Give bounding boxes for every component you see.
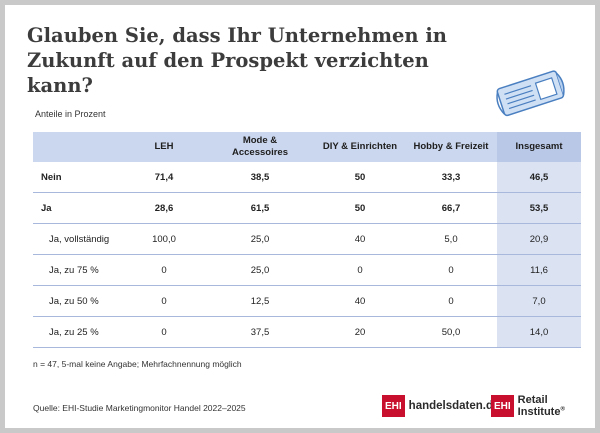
- ehi-retail-institute-logo: EHI Retail Institute®: [491, 394, 595, 418]
- table-cell: 37,5: [205, 316, 315, 348]
- table-cell: 66,7: [405, 192, 497, 224]
- column-header: Mode & Accessoires: [205, 132, 315, 162]
- table-cell: 5,0: [405, 223, 497, 255]
- chart-subtitle: Anteile in Prozent: [35, 109, 106, 119]
- table-cell: 46,5: [497, 162, 581, 193]
- registered-mark: ®: [560, 406, 565, 413]
- chart-title: Glauben Sie, dass Ihr Unternehmen in Zuk…: [27, 24, 447, 97]
- row-label: Ja, zu 75 %: [33, 254, 123, 286]
- table-row: Ja 28,6 61,5 50 66,7 53,5: [33, 192, 581, 224]
- table-cell: 20: [315, 316, 405, 348]
- retail-institute-text: Retail Institute: [517, 394, 561, 418]
- ehi-logo-box-2: EHI: [491, 395, 514, 417]
- table-cell: 50: [315, 162, 405, 193]
- table-cell: 0: [123, 316, 205, 348]
- table-cell: 0: [405, 254, 497, 286]
- table-cell: 0: [123, 285, 205, 317]
- ehi-logo-box: EHI: [382, 395, 405, 417]
- table-cell: 0: [315, 254, 405, 286]
- table-cell: 100,0: [123, 223, 205, 255]
- column-header: Insgesamt: [497, 132, 581, 162]
- table-cell: 71,4: [123, 162, 205, 193]
- table-cell: 50: [315, 192, 405, 224]
- table-cell: 12,5: [205, 285, 315, 317]
- table-row: Ja, zu 75 % 0 25,0 0 0 11,6: [33, 254, 581, 286]
- table-cell: 40: [315, 223, 405, 255]
- source-note: Quelle: EHI-Studie Marketingmonitor Hand…: [33, 403, 246, 413]
- table-cell: 0: [123, 254, 205, 286]
- table-cell: 0: [405, 285, 497, 317]
- footnote: n = 47, 5-mal keine Angabe; Mehrfachnenn…: [33, 359, 242, 369]
- table-cell: 7,0: [497, 285, 581, 317]
- table-row: Ja, zu 25 % 0 37,5 20 50,0 14,0: [33, 316, 581, 348]
- handelsdaten-logo-text: handelsdaten.de: [408, 400, 500, 412]
- table-cell: 25,0: [205, 254, 315, 286]
- handelsdaten-logo: EHI handelsdaten.de: [382, 395, 499, 417]
- header-cell-empty: [33, 132, 123, 162]
- column-header: DIY & Einrichten: [315, 132, 405, 162]
- table-cell: 20,9: [497, 223, 581, 255]
- header-row: LEH Mode & Accessoires DIY & Einrichten Hob…: [33, 132, 581, 162]
- table-cell: 28,6: [123, 192, 205, 224]
- column-header: LEH: [123, 132, 205, 162]
- column-header: Hobby & Freizeit: [405, 132, 497, 162]
- row-label: Nein: [33, 162, 123, 193]
- table-cell: 61,5: [205, 192, 315, 224]
- table-cell: 14,0: [497, 316, 581, 348]
- retail-institute-logo-text: Retail Institute®: [518, 394, 595, 418]
- table-body: Nein 71,4 38,5 50 33,3 46,5 Ja 28,6 61,5 50 66,7 53…: [33, 162, 581, 348]
- table-row: Ja, vollständig 100,0 25,0 40 5,0 20,9: [33, 223, 581, 255]
- newspaper-icon: [496, 70, 565, 117]
- table-cell: 11,6: [497, 254, 581, 286]
- table-row: Ja, zu 50 % 0 12,5 40 0 7,0: [33, 285, 581, 317]
- table-cell: 40: [315, 285, 405, 317]
- table-cell: 33,3: [405, 162, 497, 193]
- row-label: Ja, zu 25 %: [33, 316, 123, 348]
- row-label: Ja, zu 50 %: [33, 285, 123, 317]
- table-cell: 50,0: [405, 316, 497, 348]
- table-cell: 38,5: [205, 162, 315, 193]
- data-table: LEH Mode & Accessoires DIY & Einrichten Hob…: [33, 132, 581, 348]
- table-cell: 25,0: [205, 223, 315, 255]
- row-label: Ja, vollständig: [33, 223, 123, 255]
- table-row: Nein 71,4 38,5 50 33,3 46,5: [33, 162, 581, 193]
- row-label: Ja: [33, 192, 123, 224]
- table-cell: 53,5: [497, 192, 581, 224]
